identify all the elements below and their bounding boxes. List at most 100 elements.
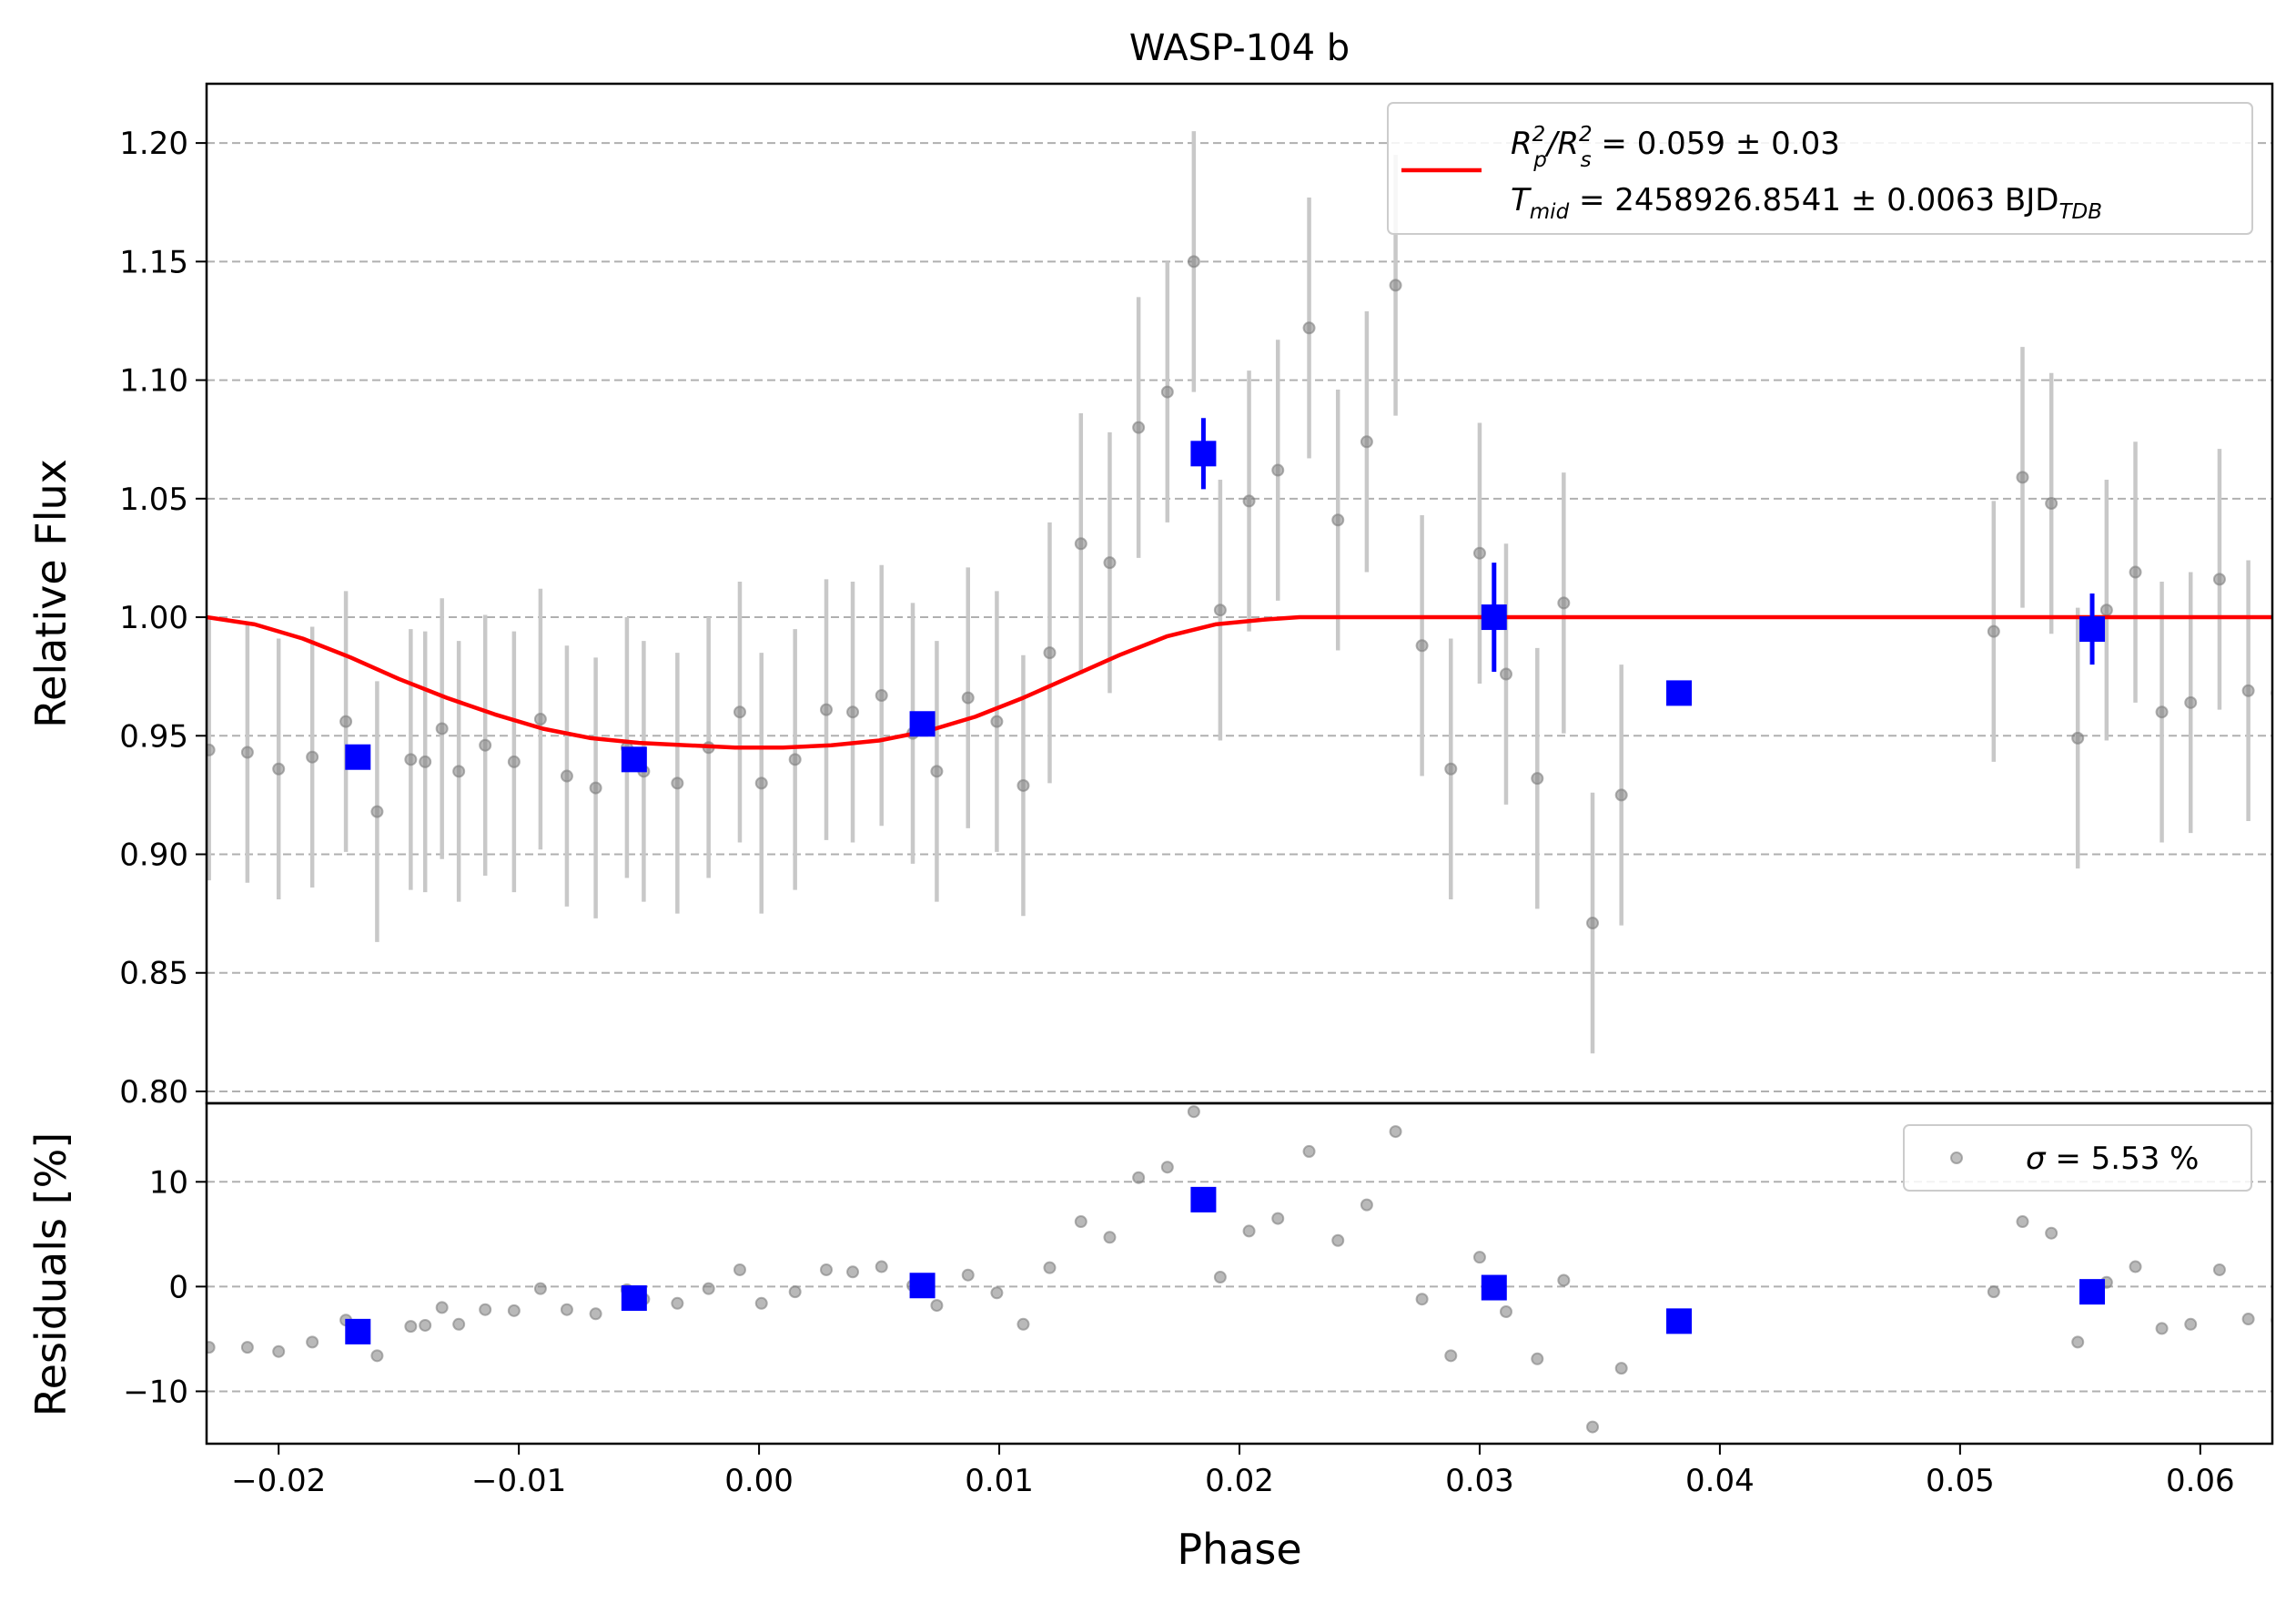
residual-point xyxy=(1271,1212,1285,1225)
main-y-tick-label: 0.90 xyxy=(119,837,188,874)
residual-point xyxy=(875,1260,888,1273)
data-point xyxy=(1586,917,1600,930)
residual-point xyxy=(1074,1215,1087,1229)
data-point xyxy=(435,722,449,736)
main-binned-points xyxy=(345,418,2106,773)
residuals-axes-frame xyxy=(205,1101,2274,1446)
main-y-ticks: 0.80 0.85 0.90 0.95 1.00 1.05 1.10 1.15 1.20 xyxy=(119,126,207,1111)
x-tick-label: 0.05 xyxy=(1926,1463,1995,1499)
residual-point xyxy=(452,1317,466,1331)
legend-rp-rs-value: = 0.059 ± 0.03 xyxy=(1592,126,1840,162)
residual-point xyxy=(1557,1273,1571,1287)
data-point xyxy=(1614,788,1628,802)
residual-binned-point xyxy=(1190,1186,1217,1212)
model-line xyxy=(207,614,2272,750)
main-y-tick-label: 0.85 xyxy=(119,956,188,992)
residual-binned-point xyxy=(1666,1308,1693,1334)
data-point xyxy=(820,703,833,716)
residuals-data-points xyxy=(207,1105,2272,1434)
residual-point xyxy=(2184,1317,2198,1331)
binned-point xyxy=(1666,680,1693,706)
data-point xyxy=(1043,646,1057,660)
data-point xyxy=(1415,639,1429,653)
legend-rp-rs: R2 p/R2 s = 0.059 ± 0.03 xyxy=(1511,123,1840,172)
data-point xyxy=(240,746,254,759)
residual-point xyxy=(1132,1171,1146,1184)
data-point xyxy=(419,755,432,768)
binned-point xyxy=(621,746,647,773)
residuals-legend: σ = 5.53 % xyxy=(1903,1124,2252,1192)
data-point xyxy=(2241,684,2255,697)
data-point xyxy=(560,769,573,783)
residual-point xyxy=(2045,1226,2058,1240)
data-point xyxy=(1557,596,1571,610)
legend-rs-symbol: /R xyxy=(1544,126,1579,162)
data-point xyxy=(788,753,802,766)
residual-point xyxy=(1614,1362,1628,1375)
residual-point xyxy=(1586,1420,1600,1434)
residuals-y-tick-label: −10 xyxy=(123,1374,188,1410)
legend-rs-sup: 2 xyxy=(1579,123,1593,147)
data-point xyxy=(2045,497,2058,511)
x-tick-label: 0.01 xyxy=(965,1463,1034,1499)
legend-tmid-sub: mid xyxy=(1530,200,1570,224)
legend-tmid-symbol: T xyxy=(1511,182,1532,218)
residual-point xyxy=(2071,1335,2085,1349)
main-y-tick-label: 1.20 xyxy=(119,126,188,162)
residual-binned-point xyxy=(345,1318,371,1344)
data-point xyxy=(404,753,418,766)
data-point xyxy=(1360,435,1373,449)
residual-point xyxy=(2155,1322,2169,1335)
data-point xyxy=(875,689,888,702)
residual-point xyxy=(272,1344,286,1358)
data-point xyxy=(930,765,944,778)
binned-point xyxy=(1481,604,1507,631)
residual-binned-point xyxy=(1481,1274,1507,1301)
data-point xyxy=(507,755,521,768)
residuals-panel: −10 0 10 −0.02 −0.01 0.00 0.01 0.02 0.03 0.04 0.0… xyxy=(26,1101,2274,1574)
legend-tmid-value: = 2458926.8541 ± 0.0063 BJD xyxy=(1569,182,2058,218)
main-legend-box xyxy=(1387,102,2253,235)
residual-point xyxy=(1531,1352,1544,1365)
residuals-y-axis-title: Residuals [%] xyxy=(26,1132,76,1416)
residual-point xyxy=(1987,1285,2000,1299)
residual-point xyxy=(419,1318,432,1332)
data-point xyxy=(2099,604,2113,617)
residual-binned-point xyxy=(621,1285,647,1312)
main-y-tick-label: 0.80 xyxy=(119,1074,188,1111)
main-panel: 0.80 0.85 0.90 0.95 1.00 1.05 1.10 1.15 1.20 Rel… xyxy=(26,82,2274,1111)
data-point xyxy=(1187,255,1200,269)
data-point xyxy=(207,743,216,756)
residual-point xyxy=(671,1296,684,1310)
residual-point xyxy=(589,1307,602,1321)
x-tick-label: 0.02 xyxy=(1205,1463,1274,1499)
residual-point xyxy=(1103,1231,1117,1244)
data-point xyxy=(754,776,768,790)
data-point xyxy=(2016,471,2029,484)
main-y-tick-label: 1.00 xyxy=(119,600,188,636)
binned-point xyxy=(345,744,371,770)
data-point xyxy=(1331,513,1345,527)
sigma-symbol: σ xyxy=(2026,1141,2047,1177)
main-y-tick-label: 1.15 xyxy=(119,244,188,280)
data-point xyxy=(1987,624,2000,638)
main-y-tick-label: 1.10 xyxy=(119,363,188,400)
x-axis-title: Phase xyxy=(1177,1525,1301,1574)
x-tick-label: 0.06 xyxy=(2166,1463,2235,1499)
x-tick-label: 0.03 xyxy=(1445,1463,1514,1499)
residual-point xyxy=(306,1335,319,1349)
residual-point xyxy=(2241,1313,2255,1326)
residual-point xyxy=(1043,1261,1057,1274)
data-point xyxy=(2071,731,2085,745)
residual-point xyxy=(846,1265,860,1279)
residual-point xyxy=(207,1341,216,1354)
transit-model-curve xyxy=(207,614,2272,750)
binned-point xyxy=(909,711,936,737)
residuals-binned-points xyxy=(345,1186,2106,1344)
residual-point xyxy=(404,1320,418,1334)
data-point xyxy=(1444,762,1458,776)
residual-point xyxy=(1213,1271,1227,1284)
residual-point xyxy=(961,1268,975,1282)
binned-point xyxy=(2079,616,2106,643)
data-point xyxy=(990,715,1004,728)
